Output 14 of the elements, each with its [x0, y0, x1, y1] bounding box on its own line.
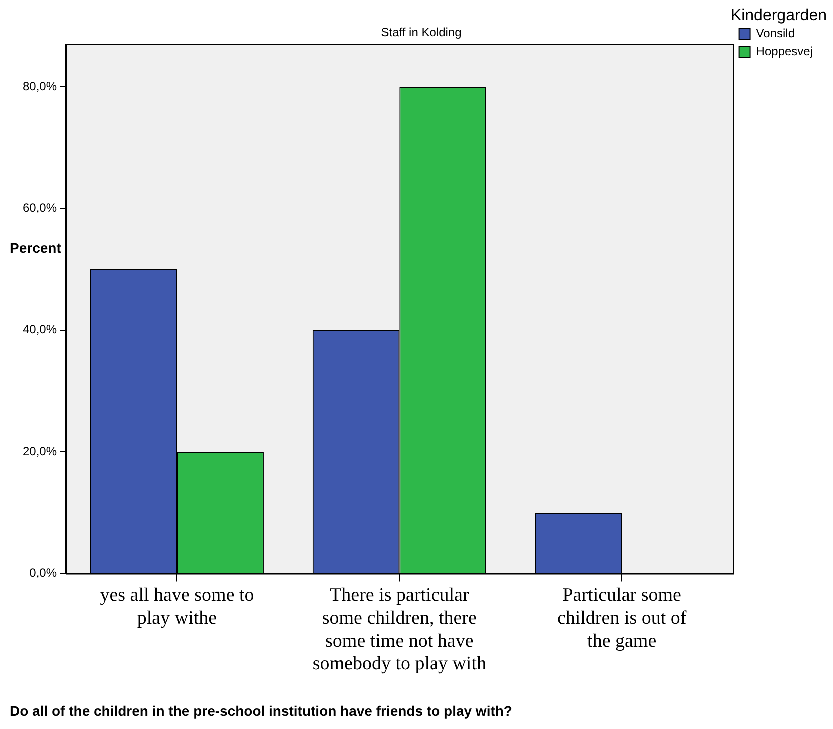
- y-axis-title: Percent: [10, 240, 62, 256]
- y-tick-label: 80,0%: [22, 79, 58, 94]
- y-tick-label: 20,0%: [22, 444, 58, 458]
- x-tick-label: yes all have some to play withe: [100, 585, 254, 629]
- y-tick-label: 0,0%: [30, 566, 58, 580]
- x-tick-label: There is particular some children, there some time not have somebody to play with: [312, 585, 487, 675]
- x-axis-title: Do all of the children in the pre-school institution have friends to play with?: [10, 702, 512, 719]
- y-tick-label: 60,0%: [22, 201, 58, 216]
- chart-title: Staff in Kolding: [381, 26, 462, 40]
- x-tick-label: Particular some children is out of the game: [557, 585, 688, 652]
- legend-label: Hoppesvej: [756, 44, 813, 58]
- y-tick-label: 40,0%: [22, 322, 58, 337]
- legend-title: Kindergarden: [730, 7, 827, 24]
- legend-label: Vonsild: [756, 26, 795, 40]
